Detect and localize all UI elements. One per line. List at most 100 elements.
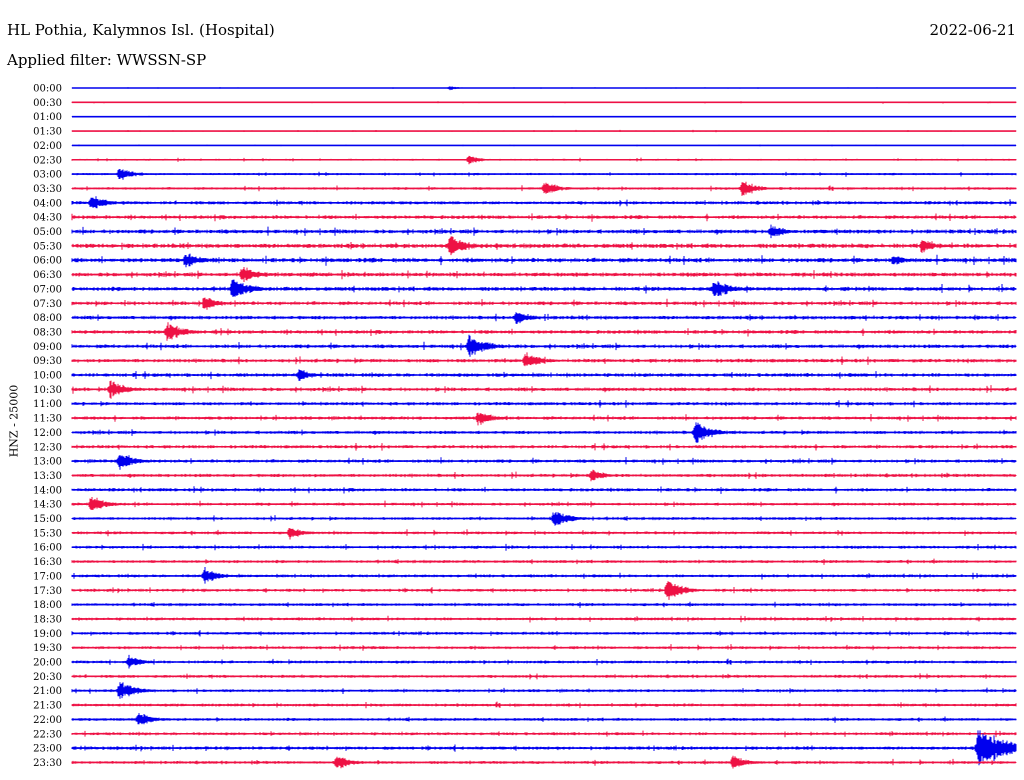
trace-blue <box>71 253 1017 268</box>
row-time-label: 17:00 <box>33 571 62 582</box>
row-time-label: 19:00 <box>33 629 62 640</box>
trace-red <box>71 701 1017 709</box>
trace-blue <box>71 196 1017 209</box>
row-time-label: 15:00 <box>33 514 62 525</box>
trace-blue <box>71 115 1017 118</box>
trace-blue <box>71 713 1017 725</box>
trace-red <box>71 644 1017 651</box>
row-time-label: 21:30 <box>33 701 62 712</box>
row-time-label: 19:30 <box>33 643 62 654</box>
row-time-label: 06:30 <box>33 270 62 281</box>
trace-red <box>71 581 1017 600</box>
trace-blue <box>71 279 1017 297</box>
row-time-label: 12:30 <box>33 442 62 453</box>
row-time-label: 03:30 <box>33 184 62 195</box>
row-time-label: 05:00 <box>33 227 62 238</box>
trace-blue <box>71 567 1017 584</box>
trace-red <box>71 558 1017 565</box>
trace-red <box>71 528 1017 540</box>
row-time-label: 07:00 <box>33 284 62 295</box>
trace-blue <box>71 224 1017 239</box>
row-time-label: 01:30 <box>33 127 62 138</box>
trace-red <box>71 297 1017 310</box>
row-time-label: 18:30 <box>33 614 62 625</box>
trace-red <box>71 469 1017 482</box>
trace-blue <box>71 422 1017 443</box>
row-time-label: 13:00 <box>33 457 62 468</box>
row-time-label: 07:30 <box>33 299 62 310</box>
trace-blue <box>71 630 1017 637</box>
trace-group <box>71 86 1017 769</box>
trace-red <box>71 497 1017 510</box>
row-time-label: 10:00 <box>33 371 62 382</box>
row-time-label: 05:30 <box>33 241 62 252</box>
row-time-label: 04:00 <box>33 198 62 209</box>
row-time-label: 18:00 <box>33 600 62 611</box>
trace-red <box>71 213 1017 222</box>
trace-red <box>71 755 1017 769</box>
trace-red <box>71 267 1017 282</box>
row-time-label: 17:30 <box>33 586 62 597</box>
row-time-label: 02:30 <box>33 155 62 166</box>
row-time-label: 00:00 <box>33 84 62 95</box>
row-time-label: 22:30 <box>33 729 62 740</box>
trace-blue <box>71 486 1017 494</box>
trace-blue <box>71 169 1017 180</box>
row-time-label: 15:30 <box>33 528 62 539</box>
trace-blue <box>71 543 1017 551</box>
trace-blue <box>71 730 1017 766</box>
row-time-label: 22:00 <box>33 715 62 726</box>
station-title: HL Pothia, Kalymnos Isl. (Hospital) <box>7 21 275 39</box>
row-time-label: 11:30 <box>33 414 62 425</box>
trace-blue <box>71 369 1017 381</box>
trace-blue <box>71 334 1017 357</box>
row-time-label: 02:00 <box>33 141 62 152</box>
trace-red <box>71 155 1017 165</box>
trace-red <box>71 615 1017 623</box>
trace-blue <box>71 601 1017 608</box>
row-time-label: 23:00 <box>33 744 62 755</box>
row-time-label: 21:00 <box>33 686 62 697</box>
trace-red <box>71 236 1017 256</box>
trace-blue <box>71 512 1017 526</box>
row-time-label: 08:00 <box>33 313 62 324</box>
trace-blue <box>71 312 1017 324</box>
row-time-label: 13:30 <box>33 471 62 482</box>
trace-blue <box>71 682 1017 699</box>
row-time-label: 16:30 <box>33 557 62 568</box>
row-time-label: 01:00 <box>33 112 62 123</box>
row-time-label: 09:00 <box>33 342 62 353</box>
row-time-label: 08:30 <box>33 327 62 338</box>
filter-label: Applied filter: WWSSN-SP <box>7 51 207 69</box>
trace-red <box>71 730 1017 738</box>
date-label: 2022-06-21 <box>929 21 1016 39</box>
trace-blue <box>71 400 1017 408</box>
trace-red <box>71 129 1017 133</box>
row-time-label: 00:30 <box>33 98 62 109</box>
trace-blue <box>71 144 1017 147</box>
row-time-label: 16:00 <box>33 543 62 554</box>
trace-blue <box>71 455 1017 470</box>
row-time-label: 06:00 <box>33 256 62 267</box>
trace-red <box>71 380 1017 399</box>
row-time-label: 14:00 <box>33 485 62 496</box>
row-time-label: 12:00 <box>33 428 62 439</box>
row-time-label: 20:30 <box>33 672 62 683</box>
row-time-label: 04:30 <box>33 213 62 224</box>
trace-red <box>71 443 1017 451</box>
trace-red <box>71 101 1017 104</box>
trace-blue <box>71 86 1017 91</box>
row-time-label: 20:00 <box>33 658 62 669</box>
trace-red <box>71 352 1017 367</box>
trace-red <box>71 181 1017 196</box>
trace-blue <box>71 654 1017 669</box>
row-time-label: 09:30 <box>33 356 62 367</box>
row-label-group: 00:00 00:30 01:00 01:30 02:00 02:30 03:00 03:30… <box>33 84 62 769</box>
row-time-label: 11:00 <box>33 399 62 410</box>
row-time-label: 03:00 <box>33 170 62 181</box>
trace-red <box>71 322 1017 341</box>
row-time-label: 10:30 <box>33 385 62 396</box>
trace-red <box>71 673 1017 680</box>
row-time-label: 23:30 <box>33 758 62 769</box>
